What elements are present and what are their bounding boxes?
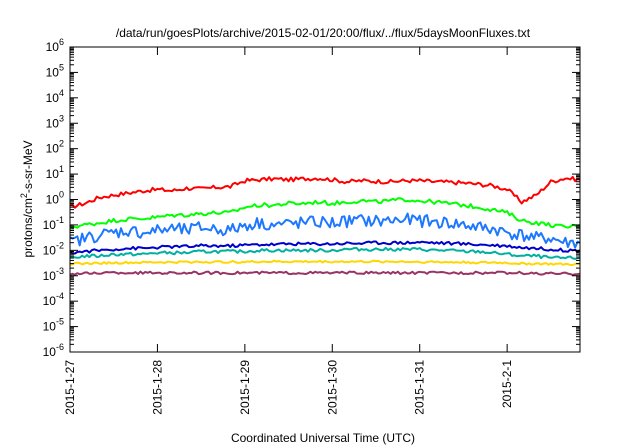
y-tick-label: 10-3 xyxy=(43,266,64,283)
y-tick-label-base: 10 xyxy=(46,193,60,207)
series-line-1 xyxy=(69,175,581,209)
y-tick-label-exponent: -3 xyxy=(56,266,64,276)
y-tick-label: 10-1 xyxy=(43,215,64,232)
y-tick-label-base: 10 xyxy=(46,65,60,79)
y-axis-label-superscript: 2 xyxy=(19,193,29,198)
y-tick-label-base: 10 xyxy=(46,116,60,130)
y-tick-label: 10-2 xyxy=(43,240,64,257)
chart-title: /data/run/goesPlots/archive/2015-02-01/2… xyxy=(116,26,531,40)
y-tick-label-base: 10 xyxy=(46,167,60,181)
y-tick-label: 10-6 xyxy=(43,342,64,359)
y-tick-label-base: 10 xyxy=(46,91,60,105)
y-tick-label: 104 xyxy=(46,88,64,105)
y-tick-label: 103 xyxy=(46,113,64,130)
y-tick-label-exponent: 6 xyxy=(59,37,64,47)
y-tick-label-exponent: -5 xyxy=(56,317,64,327)
series-line-6 xyxy=(69,259,581,266)
y-tick-label-exponent: -2 xyxy=(56,240,64,250)
x-axis-label: Coordinated Universal Time (UTC) xyxy=(231,431,415,445)
y-tick-label: 10-5 xyxy=(43,317,64,334)
y-tick-label-exponent: 1 xyxy=(59,164,64,174)
y-tick-label-base: 10 xyxy=(43,218,57,232)
series-line-7 xyxy=(69,270,581,276)
y-tick-label-exponent: -4 xyxy=(56,291,64,301)
y-tick-label-exponent: 3 xyxy=(59,113,64,123)
y-tick-label: 102 xyxy=(46,139,64,156)
y-tick-label-base: 10 xyxy=(43,269,57,283)
x-tick-label: 2015-1-29 xyxy=(238,360,252,415)
y-tick-label-base: 10 xyxy=(43,345,57,359)
x-tick-label: 2015-2-1 xyxy=(500,360,514,408)
x-tick-label: 2015-1-31 xyxy=(413,360,427,415)
y-tick-label-exponent: 5 xyxy=(59,62,64,72)
y-tick-label: 101 xyxy=(46,164,64,181)
x-axis: 2015-1-27 2015-1-28 2015-1-29 2015-1-30 2015… xyxy=(63,47,514,415)
y-tick-label: 106 xyxy=(46,37,64,54)
series-line-3 xyxy=(69,212,581,249)
y-tick-label-base: 10 xyxy=(43,320,57,334)
y-tick-label-base: 10 xyxy=(43,243,57,257)
y-tick-label: 100 xyxy=(46,190,64,207)
x-tick-label: 2015-1-27 xyxy=(63,360,77,415)
y-tick-label: 105 xyxy=(46,62,64,79)
y-tick-label-base: 10 xyxy=(46,40,60,54)
series-line-2 xyxy=(69,197,581,229)
y-tick-label: 10-4 xyxy=(43,291,64,308)
y-axis-label: protons/cm2-s-sr-MeV xyxy=(19,140,35,257)
y-axis-label-suffix: -s-sr-MeV xyxy=(21,140,35,193)
series-layer xyxy=(69,175,581,276)
y-tick-label-exponent: -1 xyxy=(56,215,64,225)
y-tick-label-exponent: 2 xyxy=(59,139,64,149)
y-axis: 10-610-510-410-310-210-11001011021031041… xyxy=(43,37,580,359)
y-tick-label-base: 10 xyxy=(43,294,57,308)
y-axis-label-main: protons/cm xyxy=(21,198,35,257)
x-tick-label: 2015-1-28 xyxy=(150,360,164,415)
y-tick-label-base: 10 xyxy=(46,142,60,156)
series-line-4 xyxy=(69,240,581,255)
y-tick-label-exponent: 4 xyxy=(59,88,64,98)
x-tick-label: 2015-1-30 xyxy=(325,360,339,415)
y-tick-label-exponent: -6 xyxy=(56,342,64,352)
series-line-5 xyxy=(69,246,581,260)
y-tick-label-exponent: 0 xyxy=(59,190,64,200)
